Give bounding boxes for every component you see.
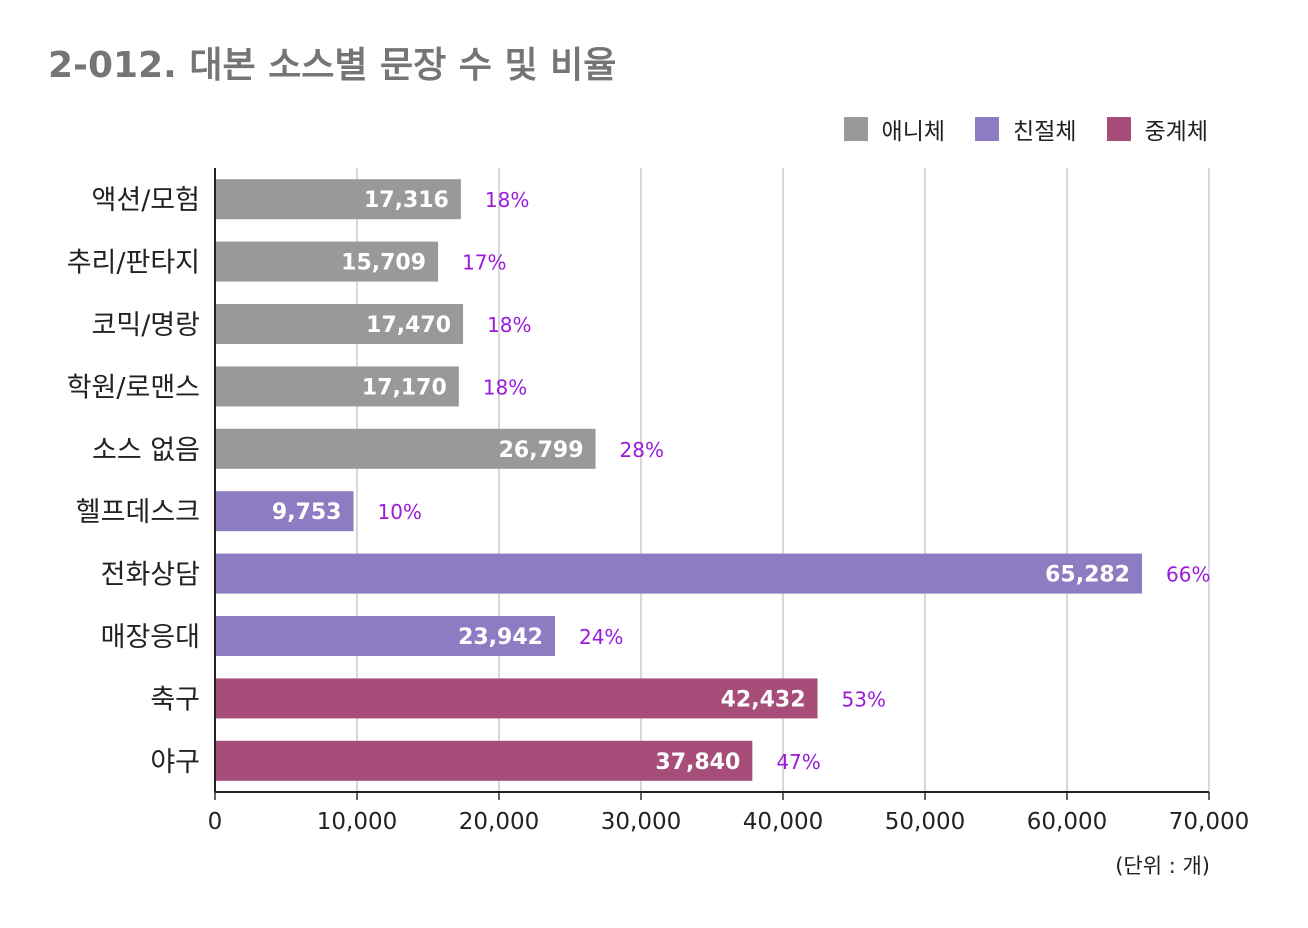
legend-swatch-friendly	[975, 117, 1000, 141]
category-label: 축구	[150, 684, 200, 715]
bar	[215, 616, 555, 656]
value-label: 17,170	[362, 375, 447, 400]
value-label: 65,282	[1045, 563, 1130, 588]
category-label: 야구	[150, 747, 200, 778]
x-tick-label: 70,000	[1169, 809, 1249, 835]
bar	[215, 740, 753, 781]
x-tick-label: 50,000	[885, 809, 965, 835]
bar	[215, 491, 354, 532]
bar	[215, 304, 464, 344]
percent-label: 53%	[842, 687, 886, 711]
value-label: 37,840	[655, 750, 740, 775]
percent-label: 10%	[377, 500, 421, 524]
legend: 애니체 친절체 중계체	[843, 112, 1208, 146]
x-tick-label: 10,000	[317, 809, 397, 835]
x-tick-label: 40,000	[743, 809, 823, 835]
legend-label-broadcast: 중계체	[1144, 119, 1208, 145]
bar	[215, 678, 818, 719]
value-label: 42,432	[721, 687, 806, 712]
legend-item-anime: 애니체	[843, 112, 946, 146]
x-tick-label: 0	[208, 809, 223, 835]
percent-label: 18%	[485, 188, 529, 212]
legend-item-broadcast: 중계체	[1106, 112, 1208, 146]
category-label: 소스 없음	[92, 435, 200, 466]
value-label: 17,470	[366, 313, 451, 338]
chart-title: 2-012. 대본 소스별 문장 수 및 비율	[48, 45, 617, 86]
value-label: 17,316	[364, 188, 449, 213]
category-label: 학원/로맨스	[67, 372, 200, 403]
legend-swatch-broadcast	[1106, 117, 1131, 141]
legend-item-friendly: 친절체	[975, 112, 1077, 146]
category-label: 헬프데스크	[76, 497, 200, 528]
unit-note: (단위 : 개)	[1115, 854, 1210, 878]
percent-label: 17%	[462, 251, 506, 275]
percent-label: 18%	[483, 375, 527, 399]
x-tick-label: 60,000	[1027, 809, 1107, 835]
category-label: 코믹/명랑	[92, 310, 200, 341]
bar	[215, 553, 1143, 594]
bar	[215, 428, 596, 469]
bar	[215, 179, 461, 220]
x-tick-label: 30,000	[601, 809, 681, 835]
percent-label: 24%	[579, 625, 623, 649]
category-label: 매장응대	[101, 622, 200, 653]
value-label: 23,942	[458, 625, 543, 650]
x-tick-label: 20,000	[459, 809, 539, 835]
value-label: 26,799	[499, 438, 584, 463]
value-label: 15,709	[341, 251, 426, 276]
legend-swatch-anime	[843, 117, 868, 141]
category-label: 추리/판타지	[67, 248, 200, 279]
bar	[215, 366, 459, 407]
legend-label-friendly: 친절체	[1013, 119, 1077, 145]
bar	[215, 241, 439, 282]
category-label: 전화상담	[101, 560, 200, 591]
percent-label: 47%	[776, 750, 820, 774]
category-label: 액션/모험	[92, 185, 200, 216]
legend-label-anime: 애니체	[881, 119, 946, 145]
percent-label: 28%	[620, 438, 664, 462]
percent-label: 18%	[487, 313, 531, 337]
percent-label: 66%	[1166, 563, 1210, 587]
value-label: 9,753	[272, 500, 342, 525]
